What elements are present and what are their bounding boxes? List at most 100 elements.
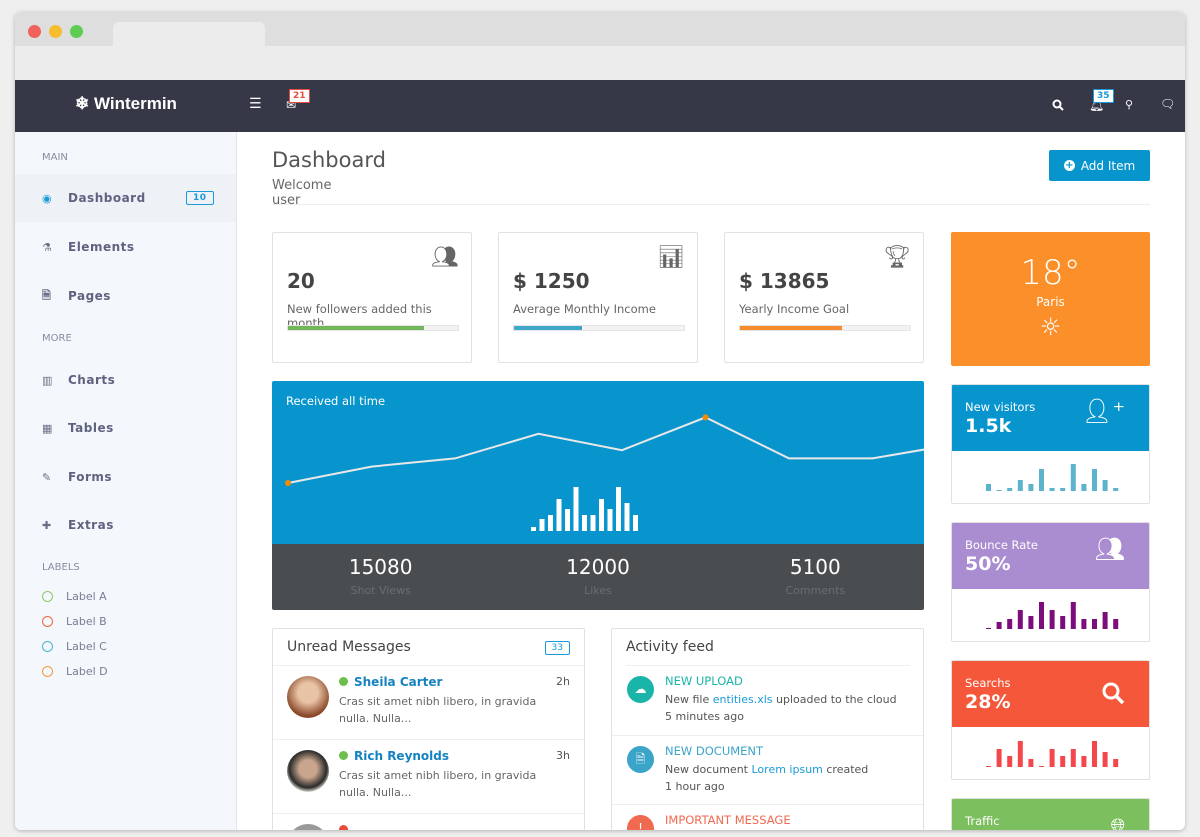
file-link[interactable]: entities.xls [712,693,773,706]
divider [272,204,1150,205]
bar [573,487,579,531]
bar [548,515,553,531]
label-a[interactable]: Label A [42,590,107,603]
sidebar-item-elements[interactable]: ⚗ Elements [15,223,236,271]
total-label: Shot Views [350,584,411,597]
stat-value: $ 1250 [513,269,590,293]
bar [565,509,570,531]
spark-bar [1102,612,1108,629]
menu-toggle-icon[interactable]: ☰ [249,96,262,112]
sidebar-item-pages[interactable]: 🗎 Pages [15,272,236,320]
avatar [287,676,329,718]
spark-bar [1092,619,1097,629]
edit-icon: ✎ [42,470,52,484]
spark-bar [1039,766,1044,767]
sidebar-header-main: MAIN [42,152,68,163]
sidebar-item-charts[interactable]: ▥ Charts [15,356,236,404]
avatar [287,750,329,792]
message-item[interactable]: Sheila Carter 2h Cras sit amet nibh libe… [273,665,584,739]
received-chart [285,414,924,531]
file-icon: 🗎 [42,288,52,302]
search-icon[interactable] [1052,99,1064,111]
sidebar-item-label: Charts [68,373,116,387]
stat-value: 20 [287,269,315,293]
label-text: Label A [66,590,107,603]
message-item[interactable]: Rich Reynolds 3h Cras sit amet nibh libe… [273,739,584,813]
circle-icon [42,666,53,677]
spark-bar [1113,759,1119,767]
spark-bar [1081,756,1087,767]
weather-city: Paris [1036,295,1065,309]
tile-title: Bounce Rate [965,538,1038,552]
close-window-button[interactable] [28,25,41,38]
total-label: Comments [785,584,846,597]
sidebar-item-tables[interactable]: ▦ Tables [15,404,236,452]
spark-bar [1039,602,1044,629]
sidebar-item-dashboard[interactable]: ◉ Dashboard 10 [15,174,236,222]
chart-icon: 📊︎ [657,245,685,270]
browser-tab[interactable] [113,22,265,48]
message-item[interactable] [273,813,584,830]
document-link[interactable]: Lorem ipsum [751,763,823,776]
received-panel: Received all time 15080 Shot Views 12000 L… [272,381,924,610]
maximize-window-button[interactable] [70,25,83,38]
total-value: 15080 [348,555,413,579]
label-text: Label C [66,640,107,653]
sidebar-item-forms[interactable]: ✎ Forms [15,453,236,501]
circle-icon [42,616,53,627]
panel-title: Activity feed [626,639,714,655]
spark-bar [1060,616,1066,629]
sidebar-item-label: Pages [68,289,111,303]
spark-bar [1049,488,1055,491]
sender-name[interactable]: Rich Reynolds [354,749,450,763]
spark-bar [1049,610,1055,629]
bar [590,515,596,531]
tile-title: Searchs [965,676,1011,690]
circle-icon [42,591,53,602]
spark-bar [1113,619,1119,629]
brand-logo[interactable]: ❄ Wintermin [75,94,177,114]
bar [531,527,536,531]
status-online-icon [339,751,348,760]
spark-bar [1060,756,1066,767]
snowflake-icon: ❄ [75,94,90,113]
users-icon: 👥︎ [1094,535,1125,563]
line-point [285,480,291,486]
activity-feed-panel: Activity feed ☁ NEW UPLOAD New file enti… [611,628,924,830]
bounce-sparkbars [986,602,1119,629]
globe-icon: 🌐︎ [1110,815,1125,830]
label-d[interactable]: Label D [42,665,108,678]
tile-traffic: Traffic 🌐︎ [951,798,1150,830]
activity-text: New document [665,763,752,776]
add-item-button[interactable]: + Add Item [1049,150,1150,181]
sidebar-item-extras[interactable]: ✚ Extras [15,501,236,549]
label-c[interactable]: Label C [42,640,107,653]
mail-icon[interactable]: ✉ [286,98,297,112]
support-icon[interactable]: ⚲ [1125,98,1134,111]
spark-bar [1017,480,1023,491]
minimize-window-button[interactable] [49,25,62,38]
spark-bar [1028,759,1034,767]
sender-name[interactable]: Sheila Carter [354,675,443,689]
target-icon: ◉ [42,191,53,205]
searchs-sparkbars [986,741,1119,767]
stat-card-monthly-income: 📊︎ $ 1250 Average Monthly Income [498,232,698,363]
activity-time: 5 minutes ago [665,710,744,723]
sidebar-item-label: Forms [68,470,113,484]
sun-icon: ☼ [1039,313,1062,341]
chat-icon[interactable]: 🗨︎ [1160,97,1176,111]
tile-value: 28% [965,691,1011,713]
label-b[interactable]: Label B [42,615,107,628]
bar [599,499,604,531]
activity-text: New file [665,693,713,706]
spark-bar [1028,616,1034,629]
message-time: 2h [556,675,570,688]
alert-icon: ! [627,815,654,830]
plus-circle-icon: + [1063,160,1075,171]
spark-bar [1028,484,1034,491]
sidebar-item-label: Extras [68,518,114,532]
activity-head: NEW DOCUMENT [665,744,764,758]
trophy-icon: 🏆︎ [883,245,911,270]
users-icon: 👥︎ [431,245,459,270]
stat-label: Average Monthly Income [513,302,656,316]
